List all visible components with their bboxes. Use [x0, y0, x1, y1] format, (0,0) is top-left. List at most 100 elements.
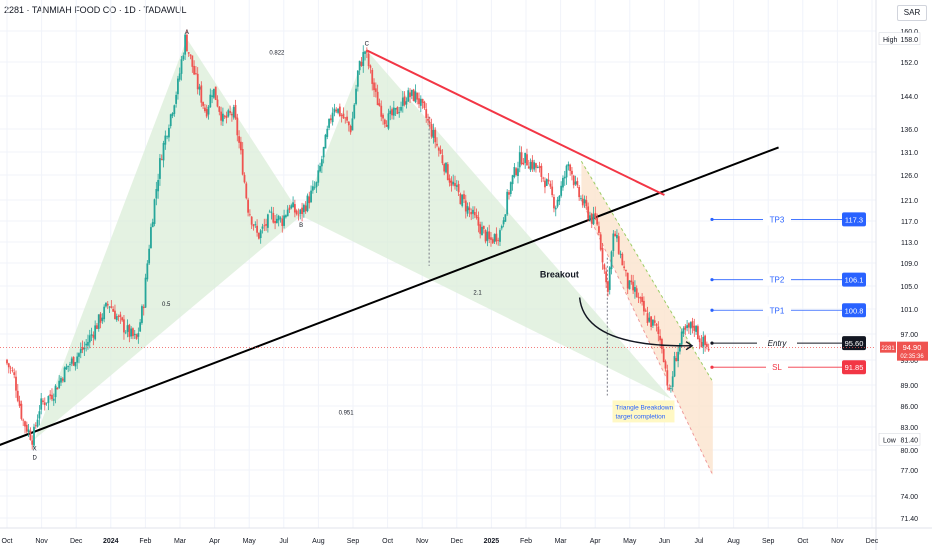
candle-body — [175, 94, 178, 104]
candle-body — [38, 411, 41, 419]
candle-body — [299, 209, 302, 214]
candle-body — [452, 181, 455, 185]
candle-body — [137, 333, 140, 337]
candle-body — [322, 147, 325, 158]
fib-ratio-label: 2.1 — [473, 291, 482, 297]
level-value-badge-tp2 — [842, 272, 866, 287]
candle-body — [655, 323, 658, 326]
candle-body — [360, 61, 363, 66]
candle-body — [353, 104, 356, 119]
candle-body — [74, 362, 77, 367]
candle-body — [256, 225, 258, 233]
candle-body — [414, 91, 417, 103]
candle-body — [347, 121, 350, 126]
candle-body — [475, 214, 478, 218]
candle-body — [455, 185, 458, 187]
candle-body — [599, 234, 602, 250]
candle-body — [702, 336, 705, 347]
candle-body — [124, 332, 127, 334]
candle-body — [686, 325, 688, 328]
candle-body — [229, 111, 232, 113]
candle-body — [69, 364, 71, 366]
candle-body — [277, 215, 280, 221]
candle-body — [544, 180, 546, 188]
candle-body — [671, 376, 674, 387]
candle-body — [657, 326, 660, 335]
candle-body — [598, 226, 600, 233]
candle-body — [214, 86, 217, 100]
candle-body — [293, 204, 296, 213]
candle-body — [164, 135, 167, 145]
candle-body — [517, 168, 519, 176]
candle-body — [47, 396, 50, 403]
candle-body — [590, 213, 593, 224]
candle-body — [585, 200, 588, 207]
candle-body — [13, 372, 16, 375]
candle-body — [97, 314, 100, 329]
candle-body — [60, 378, 62, 383]
candle-body — [178, 73, 181, 80]
candle-body — [491, 239, 494, 244]
candle-body — [374, 88, 377, 92]
candle-body — [504, 214, 507, 222]
level-name-tp3: TP3 — [770, 215, 785, 224]
candle-body — [96, 325, 98, 329]
candle-body — [535, 163, 537, 168]
low-value: 81.40 — [900, 437, 918, 444]
candle-body — [146, 263, 149, 280]
candle-body — [43, 402, 46, 406]
candle-body — [157, 180, 160, 192]
candle-body — [437, 147, 440, 151]
candle-body — [473, 211, 476, 216]
candle-body — [450, 180, 453, 186]
candle-body — [162, 143, 165, 161]
candle-body — [432, 129, 435, 139]
candle-body — [133, 333, 136, 336]
candle-body — [542, 177, 545, 179]
candle-body — [34, 425, 37, 427]
current-symbol: 2281 — [881, 346, 895, 352]
candle-body — [556, 199, 559, 207]
candle-body — [153, 199, 156, 224]
x-tick-label: May — [623, 538, 637, 545]
candle-body — [204, 107, 206, 112]
candle-body — [218, 106, 221, 112]
candle-body — [263, 225, 266, 227]
candle-body — [173, 105, 176, 114]
level-dot-tp2 — [710, 278, 714, 282]
candle-body — [418, 98, 420, 105]
candle-body — [490, 237, 492, 240]
pattern-point-B: B — [299, 223, 303, 229]
candle-body — [545, 178, 548, 186]
candle-body — [18, 400, 21, 406]
candle-body — [612, 233, 615, 252]
candle-body — [434, 129, 437, 143]
candle-body — [443, 163, 446, 172]
y-tick-label: 74.00 — [900, 494, 918, 501]
candle-body — [652, 319, 654, 326]
candle-body — [171, 113, 174, 116]
candle-body — [320, 159, 323, 167]
candle-body — [20, 403, 23, 419]
currency-selector[interactable]: SAR — [897, 5, 927, 21]
candle-body — [284, 215, 287, 218]
candle-body — [623, 266, 626, 268]
y-tick-label: 126.0 — [900, 173, 918, 180]
candle-body — [616, 234, 618, 239]
fib-ratio-label: 0.822 — [269, 50, 285, 56]
candle-body — [589, 215, 591, 220]
x-tick-label: Aug — [312, 538, 325, 545]
candle-body — [31, 440, 34, 445]
candle-body — [554, 207, 557, 210]
candle-body — [195, 73, 197, 74]
pattern-point-X: X — [33, 446, 37, 452]
level-name-bg — [757, 337, 797, 350]
candle-body — [88, 335, 91, 343]
candle-body — [236, 117, 239, 136]
target-completion-line1: Triangle Breakdown — [616, 404, 674, 411]
candle-body — [99, 313, 102, 323]
candle-body — [632, 281, 635, 291]
candle-body — [123, 319, 125, 333]
candle-body — [689, 322, 692, 329]
